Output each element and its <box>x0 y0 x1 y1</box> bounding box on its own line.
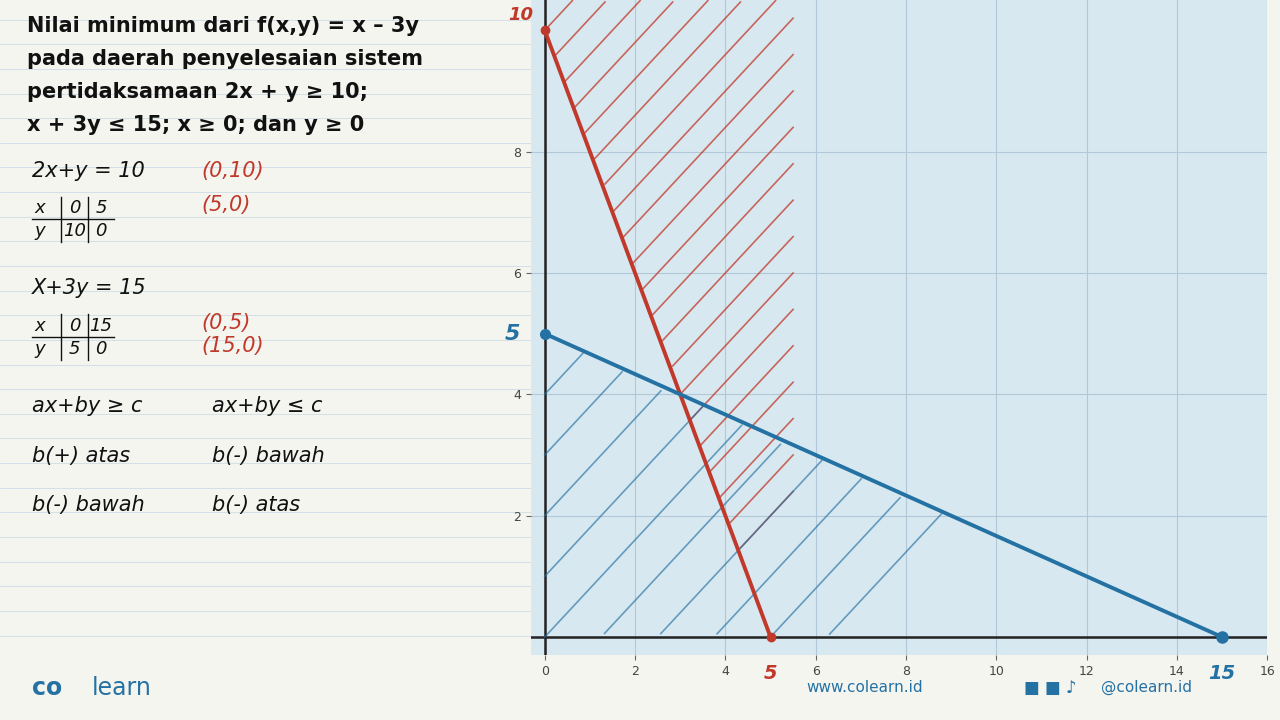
Text: ax+by ≥ c: ax+by ≥ c <box>32 397 142 416</box>
Text: b(+) atas: b(+) atas <box>32 446 131 466</box>
Text: ax+by ≤ c: ax+by ≤ c <box>212 397 323 416</box>
Text: 0: 0 <box>95 222 106 240</box>
Text: 5: 5 <box>95 199 106 217</box>
Text: 0: 0 <box>95 340 106 358</box>
Text: b(-) atas: b(-) atas <box>212 495 301 515</box>
Text: (5,0): (5,0) <box>202 194 251 215</box>
Text: pada daerah penyelesaian sistem: pada daerah penyelesaian sistem <box>27 49 422 69</box>
Text: @colearn.id: @colearn.id <box>1101 680 1192 696</box>
Text: 0: 0 <box>69 199 81 217</box>
Text: (15,0): (15,0) <box>202 336 265 356</box>
Text: ■ ■ ♪: ■ ■ ♪ <box>1024 678 1076 697</box>
Text: X+3y = 15: X+3y = 15 <box>32 279 146 299</box>
Text: y: y <box>35 340 45 358</box>
Text: 5: 5 <box>504 324 520 343</box>
Text: b(-) bawah: b(-) bawah <box>32 495 145 515</box>
Text: (0,5): (0,5) <box>202 312 251 333</box>
Text: 15: 15 <box>90 317 113 335</box>
Text: y: y <box>35 222 45 240</box>
Text: x + 3y ≤ 15; x ≥ 0; dan y ≥ 0: x + 3y ≤ 15; x ≥ 0; dan y ≥ 0 <box>27 114 364 135</box>
Text: 2x+y = 10: 2x+y = 10 <box>32 161 145 181</box>
Text: b(-) bawah: b(-) bawah <box>212 446 325 466</box>
Text: 5: 5 <box>69 340 81 358</box>
Text: (0,10): (0,10) <box>202 161 265 181</box>
Text: 5: 5 <box>764 665 777 683</box>
Text: x: x <box>35 317 45 335</box>
Text: co: co <box>32 675 63 700</box>
Text: 15: 15 <box>1208 665 1235 683</box>
Text: pertidaksamaan 2x + y ≥ 10;: pertidaksamaan 2x + y ≥ 10; <box>27 82 367 102</box>
Text: Nilai minimum dari f(x,y) = x – 3y: Nilai minimum dari f(x,y) = x – 3y <box>27 17 419 37</box>
Text: x: x <box>35 199 45 217</box>
Text: 0: 0 <box>69 317 81 335</box>
Text: learn: learn <box>92 675 152 700</box>
Text: www.colearn.id: www.colearn.id <box>806 680 923 695</box>
Text: 10: 10 <box>63 222 86 240</box>
Text: 10: 10 <box>508 6 534 24</box>
